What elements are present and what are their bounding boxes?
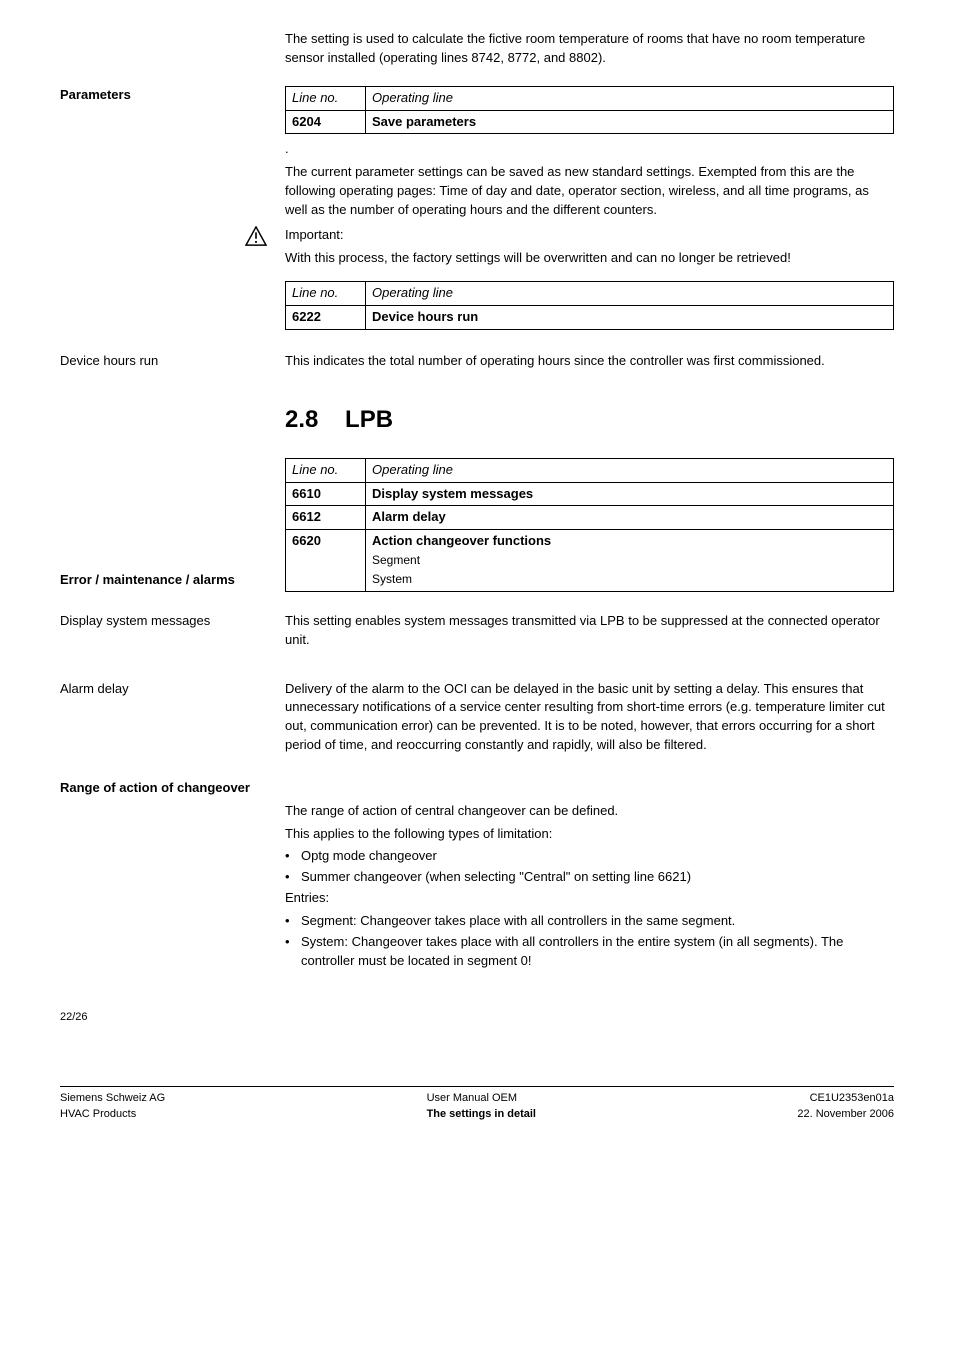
device-hours-content: This indicates the total number of opera… bbox=[285, 352, 894, 375]
cell-lineno: 6612 bbox=[286, 506, 366, 530]
alarm-delay-body: Delivery of the alarm to the OCI can be … bbox=[285, 680, 894, 755]
error-maint-row: Error / maintenance / alarms Line no. Op… bbox=[60, 458, 894, 592]
parameters-section: Parameters Line no. Operating line 6204 … bbox=[60, 86, 894, 224]
hdr-opline: Operating line bbox=[366, 458, 894, 482]
range-action-list1: Optg mode changeover Summer changeover (… bbox=[285, 847, 894, 887]
parameters-content: Line no. Operating line 6204 Save parame… bbox=[285, 86, 894, 224]
cell-lineno: 6204 bbox=[286, 110, 366, 134]
parameters-label-col: Parameters bbox=[60, 86, 285, 105]
action-changeover-sub1: Segment bbox=[372, 553, 420, 567]
section-heading: 2.8 LPB bbox=[285, 403, 894, 438]
cell-opline: Device hours run bbox=[366, 306, 894, 330]
cell-lineno: 6610 bbox=[286, 482, 366, 506]
hdr-lineno: Line no. bbox=[286, 458, 366, 482]
cell-lineno: 6620 bbox=[286, 530, 366, 592]
parameters-body1: The current parameter settings can be sa… bbox=[285, 163, 894, 220]
hdr-lineno: Line no. bbox=[286, 86, 366, 110]
device-hours-label: Device hours run bbox=[60, 353, 158, 368]
cell-opline: Display system messages bbox=[366, 482, 894, 506]
table-row: 6612 Alarm delay bbox=[286, 506, 894, 530]
intro-text: The setting is used to calculate the fic… bbox=[285, 30, 894, 68]
display-msgs-label-col: Display system messages bbox=[60, 612, 285, 631]
display-msgs-label: Display system messages bbox=[60, 613, 210, 628]
list-item: Segment: Changeover takes place with all… bbox=[285, 912, 894, 931]
save-parameters-table: Line no. Operating line 6204 Save parame… bbox=[285, 86, 894, 135]
range-action-content: The range of action of central changeove… bbox=[285, 802, 894, 971]
error-maint-section: Error / maintenance / alarms Line no. Op… bbox=[60, 458, 894, 592]
range-action-list2: Segment: Changeover takes place with all… bbox=[285, 912, 894, 971]
warning-col bbox=[60, 226, 285, 252]
page-footer: Siemens Schweiz AG HVAC Products User Ma… bbox=[60, 1086, 894, 1123]
error-maint-label-col: Error / maintenance / alarms bbox=[60, 571, 285, 592]
footer-right: CE1U2353en01a 22. November 2006 bbox=[797, 1091, 894, 1123]
section-num: 2.8 bbox=[285, 406, 318, 433]
warning-icon bbox=[245, 226, 267, 246]
device-hours-body: This indicates the total number of opera… bbox=[285, 352, 894, 371]
section-title: LPB bbox=[345, 406, 393, 433]
important-row: Important: With this process, the factor… bbox=[60, 226, 894, 330]
action-changeover-sub2: System bbox=[372, 572, 412, 586]
footer-division: HVAC Products bbox=[60, 1108, 136, 1120]
alarm-delay-content: Delivery of the alarm to the OCI can be … bbox=[285, 680, 894, 759]
display-msgs-body: This setting enables system messages tra… bbox=[285, 612, 894, 650]
footer-date: 22. November 2006 bbox=[797, 1108, 894, 1120]
footer-left: Siemens Schweiz AG HVAC Products bbox=[60, 1091, 165, 1123]
footer-doc-title: User Manual OEM bbox=[427, 1092, 517, 1104]
table-header-row: Line no. Operating line bbox=[286, 458, 894, 482]
cell-lineno: 6222 bbox=[286, 306, 366, 330]
display-msgs-content: This setting enables system messages tra… bbox=[285, 612, 894, 654]
dot-line: . bbox=[285, 140, 894, 159]
display-msgs-section: Display system messages This setting ena… bbox=[60, 612, 894, 654]
cell-opline: Save parameters bbox=[366, 110, 894, 134]
error-maint-table: Line no. Operating line 6610 Display sys… bbox=[285, 458, 894, 592]
list-item: Optg mode changeover bbox=[285, 847, 894, 866]
list-item: System: Changeover takes place with all … bbox=[285, 933, 894, 971]
page-number: 22/26 bbox=[60, 1010, 894, 1026]
table-row: 6222 Device hours run bbox=[286, 306, 894, 330]
list-item: Summer changeover (when selecting "Centr… bbox=[285, 868, 894, 887]
hdr-opline: Operating line bbox=[366, 282, 894, 306]
important-content: Important: With this process, the factor… bbox=[285, 226, 894, 330]
alarm-delay-label-col: Alarm delay bbox=[60, 680, 285, 699]
footer-center: User Manual OEM The settings in detail bbox=[427, 1091, 536, 1123]
alarm-delay-section: Alarm delay Delivery of the alarm to the… bbox=[60, 680, 894, 759]
device-hours-label-col: Device hours run bbox=[60, 352, 285, 371]
error-maint-content: Line no. Operating line 6610 Display sys… bbox=[285, 458, 894, 592]
hdr-opline: Operating line bbox=[366, 86, 894, 110]
page-root: The setting is used to calculate the fic… bbox=[0, 0, 954, 1280]
device-hours-section: Device hours run This indicates the tota… bbox=[60, 352, 894, 375]
footer-doc-section: The settings in detail bbox=[427, 1108, 536, 1120]
footer-company: Siemens Schweiz AG bbox=[60, 1092, 165, 1104]
device-hours-table: Line no. Operating line 6222 Device hour… bbox=[285, 281, 894, 330]
footer-doc-id: CE1U2353en01a bbox=[810, 1092, 894, 1104]
range-action-entries: Entries: bbox=[285, 889, 894, 908]
table-header-row: Line no. Operating line bbox=[286, 86, 894, 110]
table-row: 6204 Save parameters bbox=[286, 110, 894, 134]
important-label: Important: bbox=[285, 226, 894, 245]
cell-opline: Alarm delay bbox=[366, 506, 894, 530]
important-body: With this process, the factory settings … bbox=[285, 249, 894, 268]
error-maint-label: Error / maintenance / alarms bbox=[60, 572, 235, 587]
action-changeover-title: Action changeover functions bbox=[372, 533, 551, 548]
hdr-lineno: Line no. bbox=[286, 282, 366, 306]
range-action-line1: The range of action of central changeove… bbox=[285, 802, 894, 821]
table-row: 6620 Action changeover functions Segment… bbox=[286, 530, 894, 592]
cell-opline-multi: Action changeover functions Segment Syst… bbox=[366, 530, 894, 592]
table-header-row: Line no. Operating line bbox=[286, 282, 894, 306]
range-action-section: Range of action of changeover The range … bbox=[60, 779, 894, 971]
alarm-delay-label: Alarm delay bbox=[60, 681, 129, 696]
range-action-line2: This applies to the following types of l… bbox=[285, 825, 894, 844]
parameters-label: Parameters bbox=[60, 87, 131, 102]
table-row: 6610 Display system messages bbox=[286, 482, 894, 506]
range-action-label: Range of action of changeover bbox=[60, 779, 894, 798]
